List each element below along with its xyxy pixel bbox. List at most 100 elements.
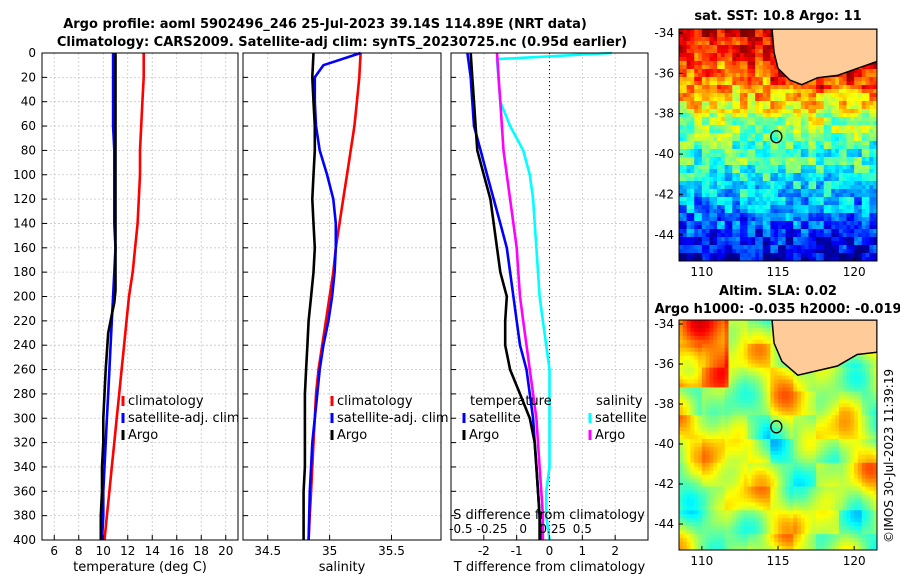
map-cell xyxy=(831,177,836,182)
map-cell xyxy=(747,193,752,198)
map-cell xyxy=(705,89,710,94)
map-cell xyxy=(762,419,768,424)
map-cell xyxy=(804,133,809,138)
map-cell xyxy=(720,33,726,38)
map-cell xyxy=(827,97,832,102)
map-cell xyxy=(690,438,695,444)
map-cell xyxy=(682,391,688,396)
map-cell xyxy=(690,61,695,66)
map-cell xyxy=(819,407,825,412)
map-cell xyxy=(770,351,775,357)
map-cell xyxy=(778,73,783,78)
map-cell xyxy=(690,213,695,218)
map-cell xyxy=(758,213,764,218)
map-cell xyxy=(720,438,726,444)
map-cell xyxy=(747,391,752,396)
map-cell xyxy=(758,81,764,86)
map-cell xyxy=(743,407,749,412)
map-cell xyxy=(873,391,877,396)
map-cell xyxy=(739,419,745,424)
map-cell xyxy=(869,197,874,202)
map-cell xyxy=(694,229,699,234)
map-cell xyxy=(701,237,707,242)
map-cell xyxy=(736,435,741,440)
map-cell xyxy=(713,57,718,62)
map-cell xyxy=(850,193,855,198)
map-cell xyxy=(736,371,741,377)
map-cell xyxy=(808,237,813,242)
map-cell xyxy=(793,395,798,400)
map-cell xyxy=(774,137,779,142)
map-cell xyxy=(808,217,813,222)
map-cell xyxy=(781,253,787,258)
map-cell xyxy=(739,347,745,353)
map-cell xyxy=(690,73,695,78)
map-cell xyxy=(842,165,848,170)
map-cell xyxy=(679,53,684,58)
map-cell xyxy=(770,69,775,74)
map-cell xyxy=(774,351,779,357)
map-cell xyxy=(732,201,737,206)
map-cell xyxy=(732,407,737,412)
map-cell xyxy=(724,423,729,428)
map-cell xyxy=(838,435,844,440)
map-cell xyxy=(778,399,783,404)
map-cell xyxy=(705,65,710,70)
map-cell xyxy=(739,375,745,380)
map-cell xyxy=(816,371,821,377)
map-cell xyxy=(869,65,874,70)
map-cell xyxy=(774,233,779,238)
map-cell xyxy=(816,97,821,102)
map-cell xyxy=(694,359,699,365)
map-cell xyxy=(865,161,870,166)
map-cell xyxy=(793,121,798,126)
map-cell xyxy=(705,189,710,194)
map-cell xyxy=(804,383,809,388)
map-cell xyxy=(762,387,768,392)
map-cell xyxy=(778,213,783,218)
map-cell xyxy=(694,253,699,258)
map-cell xyxy=(838,121,844,126)
map-cell xyxy=(838,161,844,166)
map-cell xyxy=(831,209,836,214)
map-cell xyxy=(797,225,802,230)
map-cell xyxy=(846,105,851,110)
map-cell xyxy=(690,343,695,349)
map-cell xyxy=(797,221,802,226)
map-cell xyxy=(682,387,688,392)
map-cell xyxy=(797,403,802,408)
map-cell xyxy=(774,121,779,126)
map-cell xyxy=(857,173,863,178)
map-cell xyxy=(713,327,718,333)
map-cell xyxy=(816,221,821,226)
map-cell xyxy=(724,177,729,182)
map-cell xyxy=(804,257,809,261)
map-cell xyxy=(861,153,867,158)
map-cell xyxy=(690,57,695,62)
map-cell xyxy=(720,165,726,170)
map-cell xyxy=(861,177,867,182)
map-cell xyxy=(816,438,821,444)
map-cell xyxy=(701,101,707,106)
map-cell xyxy=(694,351,699,357)
map-cell xyxy=(732,105,737,110)
map-cell xyxy=(789,181,794,186)
map-cell xyxy=(743,93,749,98)
map-cell xyxy=(800,149,806,154)
map-cell xyxy=(701,29,707,34)
map-cell xyxy=(838,383,844,388)
map-cell xyxy=(679,379,684,384)
map-cell xyxy=(709,399,714,404)
map-cell xyxy=(819,81,825,86)
map-cell xyxy=(709,181,714,186)
map-cell xyxy=(755,375,760,380)
map-cell xyxy=(701,225,707,230)
map-cell xyxy=(770,141,775,146)
map-cell xyxy=(766,57,771,62)
map-cell xyxy=(793,237,798,242)
map-cell xyxy=(755,233,760,238)
map-cell xyxy=(709,403,714,408)
map-cell xyxy=(781,379,787,384)
map-cell xyxy=(728,442,733,448)
map-cell xyxy=(717,217,722,222)
